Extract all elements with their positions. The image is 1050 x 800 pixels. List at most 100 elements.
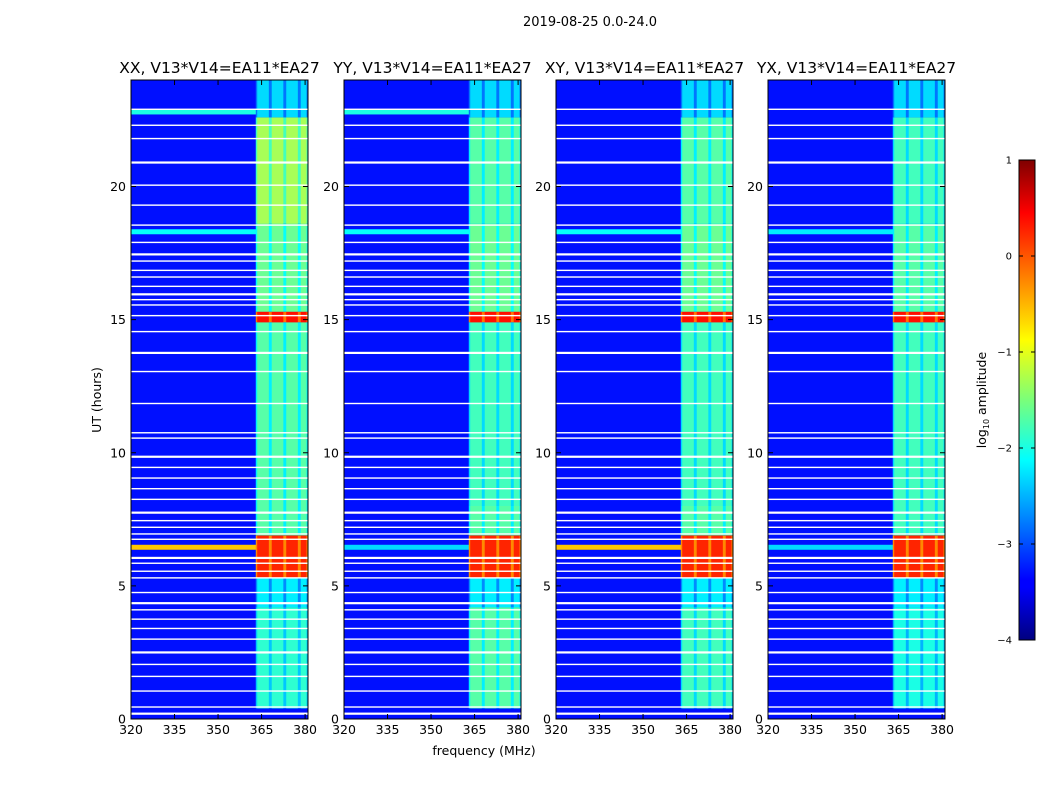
flagged-row — [556, 675, 733, 678]
flagged-row — [344, 609, 521, 611]
rfi-subchannel — [257, 223, 269, 312]
flagged-row — [131, 675, 308, 678]
chart-suptitle: 2019-08-25 0.0-24.0 — [523, 15, 657, 30]
flagged-row — [131, 577, 308, 579]
flagged-row — [344, 304, 521, 306]
rfi-subchannel — [923, 535, 935, 578]
flagged-row — [556, 570, 733, 572]
flagged-row — [768, 526, 945, 528]
rfi-subchannel — [484, 311, 497, 323]
rfi-subchannel — [696, 117, 709, 224]
rfi-subchannel — [894, 311, 906, 323]
flagged-row — [556, 690, 733, 692]
colorbar-gradient — [1018, 159, 1036, 641]
flagged-row — [768, 330, 945, 333]
rfi-subchannel — [725, 117, 732, 224]
colorbar-ticks: 1 0 −1 −2 −3 −4 — [997, 156, 1035, 647]
flagged-row — [556, 466, 733, 469]
flagged-row — [556, 330, 733, 333]
flagged-row — [344, 437, 521, 439]
flagged-row — [131, 276, 308, 278]
rfi-subchannel — [271, 535, 284, 578]
rfi-subchannel — [696, 311, 709, 323]
y-tick-label: 10 — [110, 445, 126, 460]
x-tick-label: 350 — [631, 722, 655, 737]
flagged-row — [768, 562, 945, 564]
flagged-row — [556, 519, 733, 522]
rfi-subchannel — [271, 311, 284, 323]
y-tick-label: 15 — [323, 312, 339, 327]
flagged-row — [131, 137, 308, 140]
flagged-row — [768, 663, 945, 666]
rfi-subchannel — [484, 223, 497, 312]
flagged-row — [768, 402, 945, 405]
flagged-row — [344, 370, 521, 373]
colorbar-label: log10 amplitude — [974, 351, 991, 448]
flagged-row — [556, 511, 733, 514]
flagged-row — [131, 184, 308, 186]
flagged-row — [556, 477, 733, 479]
flagged-row — [344, 161, 521, 164]
flagged-row — [556, 124, 733, 126]
flagged-row — [556, 304, 733, 306]
y-tick-label: 5 — [543, 578, 551, 593]
flagged-row — [768, 204, 945, 206]
rfi-subchannel — [257, 322, 269, 506]
flagged-row — [556, 533, 733, 535]
flagged-row — [344, 285, 521, 288]
rfi-subchannel — [725, 80, 732, 118]
flagged-row — [768, 184, 945, 186]
rfi-subchannel — [257, 117, 269, 224]
rfi-subchannel — [682, 322, 694, 506]
rfi-subchannel — [908, 311, 921, 323]
flagged-row — [768, 276, 945, 278]
x-axis-label: frequency (MHz) — [432, 743, 535, 758]
y-tick-label: 20 — [747, 179, 763, 194]
flagged-row — [131, 706, 308, 708]
rfi-subchannel — [513, 117, 520, 224]
rfi-subchannel — [513, 80, 520, 118]
x-tick-label: 380 — [293, 722, 317, 737]
rfi-subchannel — [300, 311, 307, 323]
flagged-row — [344, 627, 521, 630]
flagged-row — [131, 437, 308, 439]
flagged-row — [131, 455, 308, 458]
wideband-feature — [556, 229, 733, 235]
flagged-row — [768, 609, 945, 611]
flagged-row — [131, 533, 308, 535]
flagged-row — [131, 609, 308, 611]
flagged-row — [556, 260, 733, 262]
rfi-subchannel — [711, 535, 723, 578]
rfi-subchannel — [908, 117, 921, 224]
flagged-row — [344, 577, 521, 579]
flagged-row — [131, 712, 308, 715]
y-tick-label: 20 — [323, 179, 339, 194]
rfi-subchannel — [484, 535, 497, 578]
flagged-row — [131, 562, 308, 564]
flagged-row — [131, 260, 308, 262]
flagged-row — [131, 477, 308, 479]
x-tick-label: 335 — [588, 722, 612, 737]
flagged-row — [556, 298, 733, 301]
flagged-row — [768, 304, 945, 306]
flagged-row — [768, 591, 945, 594]
y-tick-label: 15 — [747, 312, 763, 327]
flagged-row — [131, 526, 308, 528]
rfi-subchannel — [470, 311, 482, 323]
flagged-row — [344, 269, 521, 272]
y-tick-label: 0 — [755, 712, 763, 727]
rfi-subchannel — [894, 223, 906, 312]
rfi-subchannel — [286, 322, 298, 506]
rfi-subchannel — [484, 80, 497, 118]
flagged-row — [768, 241, 945, 244]
flagged-row — [344, 298, 521, 301]
rfi-subchannel — [300, 117, 307, 224]
rfi-subchannel — [696, 322, 709, 506]
rfi-subchannel — [484, 322, 497, 506]
rfi-subchannel — [286, 80, 298, 118]
panel-frame — [130, 79, 309, 720]
flagged-row — [556, 498, 733, 501]
flagged-row — [344, 570, 521, 572]
flagged-row — [556, 253, 733, 256]
flagged-row — [344, 638, 521, 640]
